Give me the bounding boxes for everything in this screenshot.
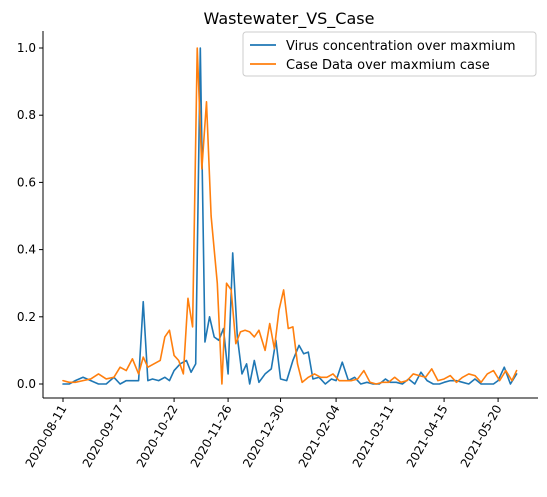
- y-tick-label: 1.0: [17, 41, 36, 55]
- legend-label: Virus concentration over maxmium: [286, 39, 516, 54]
- legend-label: Case Data over maxmium case: [286, 58, 490, 73]
- y-tick-label: 0.2: [17, 310, 36, 324]
- legend: Virus concentration over maxmium Case Dat…: [242, 31, 537, 77]
- chart-title: Wastewater_VS_Case: [204, 9, 375, 29]
- y-tick-label: 0.8: [17, 108, 36, 122]
- legend-box: [242, 31, 537, 77]
- series-line-case-data: [62, 47, 518, 385]
- y-tick-label: 0.4: [17, 243, 36, 257]
- y-tick-label: 0.6: [17, 175, 36, 189]
- series-line-virus-concentration: [62, 47, 518, 385]
- y-tick-label: 0.0: [17, 377, 36, 391]
- plot-lines: [62, 47, 518, 385]
